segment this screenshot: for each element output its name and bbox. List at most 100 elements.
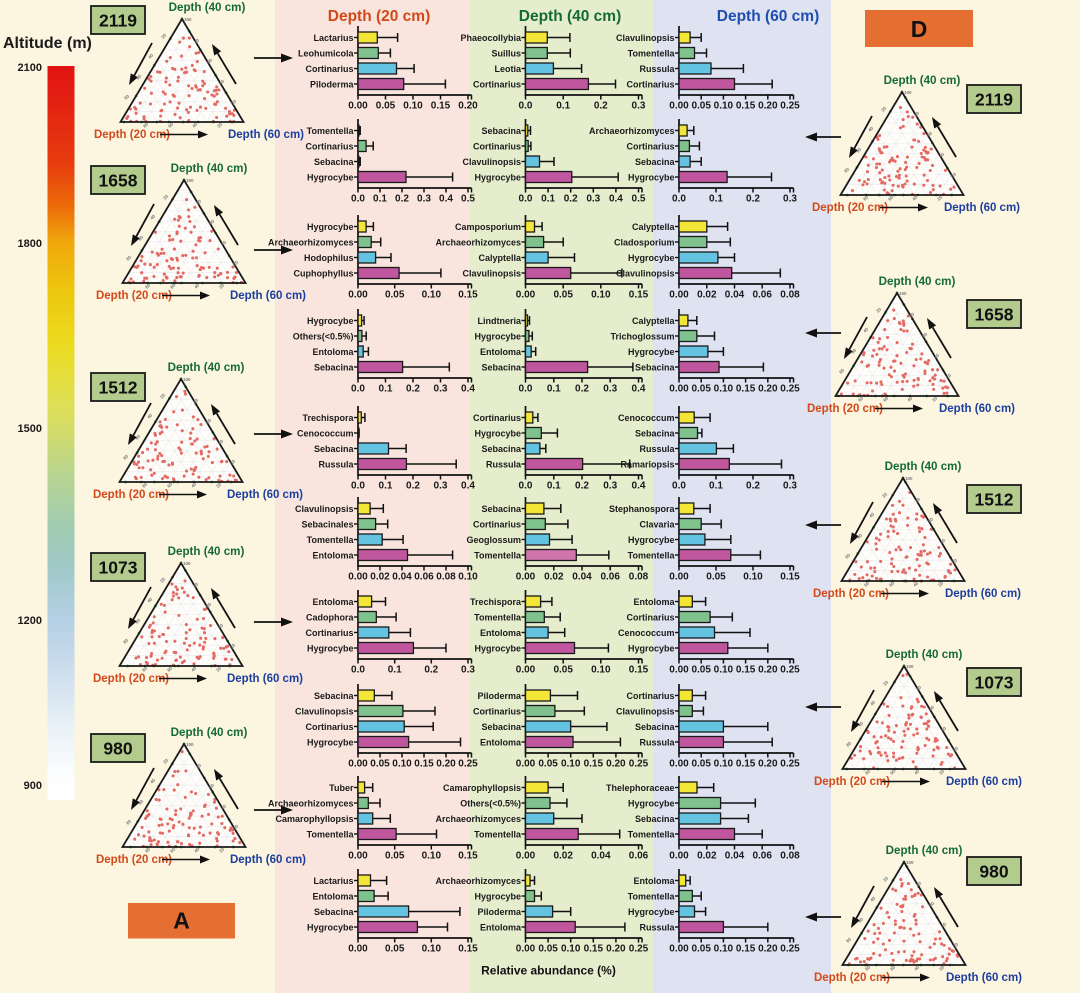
svg-text:Hygrocybe: Hygrocybe: [628, 253, 675, 263]
svg-text:20: 20: [159, 576, 166, 583]
svg-text:A: A: [173, 908, 190, 934]
svg-text:0.00: 0.00: [669, 384, 689, 395]
svg-text:Tomentella: Tomentella: [628, 891, 676, 901]
svg-text:20: 20: [882, 679, 889, 686]
svg-text:40: 40: [906, 395, 913, 402]
svg-text:Cladosporium: Cladosporium: [614, 237, 675, 247]
svg-text:Depth (20 cm): Depth (20 cm): [93, 673, 169, 685]
svg-text:Camarophyllopsis: Camarophyllopsis: [275, 814, 353, 824]
svg-text:Hygrocybe: Hygrocybe: [307, 737, 354, 747]
svg-text:80: 80: [844, 552, 851, 559]
svg-text:0.15: 0.15: [458, 944, 478, 955]
svg-text:0.2: 0.2: [575, 481, 589, 492]
svg-text:Camposporium: Camposporium: [455, 222, 521, 232]
svg-text:Entoloma: Entoloma: [312, 550, 354, 560]
svg-text:20: 20: [882, 875, 889, 882]
svg-text:0.4: 0.4: [609, 194, 623, 205]
svg-text:0.1: 0.1: [379, 384, 393, 395]
svg-text:0.2: 0.2: [746, 194, 760, 205]
svg-text:80: 80: [195, 198, 202, 205]
svg-text:0.5: 0.5: [632, 194, 646, 205]
svg-text:Depth (60 cm): Depth (60 cm): [946, 776, 1022, 788]
svg-text:Depth (40 cm): Depth (40 cm): [169, 1, 246, 14]
svg-text:0.10: 0.10: [458, 572, 478, 583]
svg-text:60: 60: [921, 331, 928, 338]
svg-text:Depth (60 cm): Depth (60 cm): [946, 972, 1022, 984]
svg-text:0.1: 0.1: [709, 194, 723, 205]
svg-text:Altitude (m): Altitude (m): [3, 35, 92, 52]
svg-text:0.02: 0.02: [553, 851, 573, 862]
svg-text:1658: 1658: [99, 171, 138, 191]
svg-text:Hygrocybe: Hygrocybe: [474, 331, 521, 341]
svg-text:80: 80: [122, 637, 129, 644]
svg-text:0.10: 0.10: [561, 759, 581, 770]
svg-text:Entoloma: Entoloma: [480, 347, 522, 357]
svg-text:0.1: 0.1: [541, 194, 555, 205]
svg-text:Clavulinopsis: Clavulinopsis: [295, 706, 354, 716]
svg-text:40: 40: [220, 803, 227, 810]
svg-text:20: 20: [232, 823, 239, 830]
svg-text:Sebacina: Sebacina: [314, 157, 355, 167]
svg-text:Cadophora: Cadophora: [306, 612, 354, 622]
svg-text:80: 80: [142, 121, 149, 128]
svg-text:20: 20: [950, 171, 957, 178]
svg-text:0.04: 0.04: [725, 851, 745, 862]
svg-text:Depth (60 cm): Depth (60 cm): [230, 290, 306, 302]
svg-text:0.06: 0.06: [752, 851, 772, 862]
svg-text:Depth (60 cm): Depth (60 cm): [228, 129, 304, 141]
svg-text:0.10: 0.10: [714, 944, 734, 955]
svg-text:Tomentella: Tomentella: [628, 48, 676, 58]
svg-text:Geoglossum: Geoglossum: [466, 535, 521, 545]
svg-text:0.06: 0.06: [600, 572, 620, 583]
svg-text:Sebacina: Sebacina: [481, 722, 522, 732]
svg-text:1512: 1512: [99, 378, 138, 398]
svg-text:0.20: 0.20: [758, 101, 778, 112]
svg-text:1200: 1200: [18, 615, 42, 627]
svg-text:0.3: 0.3: [603, 384, 617, 395]
svg-text:80: 80: [845, 936, 852, 943]
svg-text:Depth (40 cm): Depth (40 cm): [886, 844, 963, 857]
svg-text:0.10: 0.10: [743, 572, 763, 583]
svg-text:0.05: 0.05: [691, 101, 711, 112]
svg-text:0.0: 0.0: [519, 101, 533, 112]
svg-text:40: 40: [193, 846, 200, 853]
svg-text:0.10: 0.10: [714, 101, 734, 112]
svg-text:Cortinarius: Cortinarius: [305, 628, 353, 638]
svg-text:80: 80: [192, 397, 199, 404]
svg-text:Russula: Russula: [318, 459, 354, 469]
svg-text:20: 20: [945, 372, 952, 379]
svg-text:Hygrocybe: Hygrocybe: [628, 535, 675, 545]
svg-text:Cortinarius: Cortinarius: [305, 722, 353, 732]
svg-text:0.05: 0.05: [553, 290, 573, 301]
svg-text:Lindtneria: Lindtneria: [477, 316, 521, 326]
svg-text:Entoloma: Entoloma: [480, 922, 522, 932]
svg-text:80: 80: [863, 580, 870, 587]
svg-text:0.05: 0.05: [691, 944, 711, 955]
svg-text:0.04: 0.04: [392, 572, 412, 583]
svg-text:Trechispora: Trechispora: [470, 597, 522, 607]
svg-text:Clavaria: Clavaria: [639, 519, 675, 529]
svg-text:0.00: 0.00: [348, 851, 368, 862]
svg-text:2100: 2100: [18, 62, 42, 74]
svg-text:0.00: 0.00: [516, 290, 536, 301]
svg-text:20: 20: [229, 642, 236, 649]
svg-text:Cortinarius: Cortinarius: [473, 141, 521, 151]
svg-text:0.1: 0.1: [379, 481, 393, 492]
svg-text:0.0: 0.0: [672, 194, 686, 205]
svg-text:80: 80: [195, 762, 202, 769]
svg-text:40: 40: [933, 352, 940, 359]
svg-text:Depth (40 cm): Depth (40 cm): [885, 460, 962, 473]
svg-text:0.05: 0.05: [385, 851, 405, 862]
svg-text:Depth (20 cm): Depth (20 cm): [94, 129, 170, 141]
svg-text:Hygrocybe: Hygrocybe: [307, 922, 354, 932]
svg-text:0.15: 0.15: [584, 759, 604, 770]
svg-text:D: D: [911, 16, 928, 42]
svg-text:Hygrocybe: Hygrocybe: [307, 643, 354, 653]
svg-text:0.00: 0.00: [348, 101, 368, 112]
svg-text:0.08: 0.08: [629, 572, 649, 583]
svg-text:0.25: 0.25: [780, 759, 800, 770]
svg-text:Hygrocybe: Hygrocybe: [474, 172, 521, 182]
svg-text:Calyptella: Calyptella: [632, 222, 676, 232]
svg-text:Entoloma: Entoloma: [633, 876, 675, 886]
svg-text:0.10: 0.10: [422, 944, 442, 955]
